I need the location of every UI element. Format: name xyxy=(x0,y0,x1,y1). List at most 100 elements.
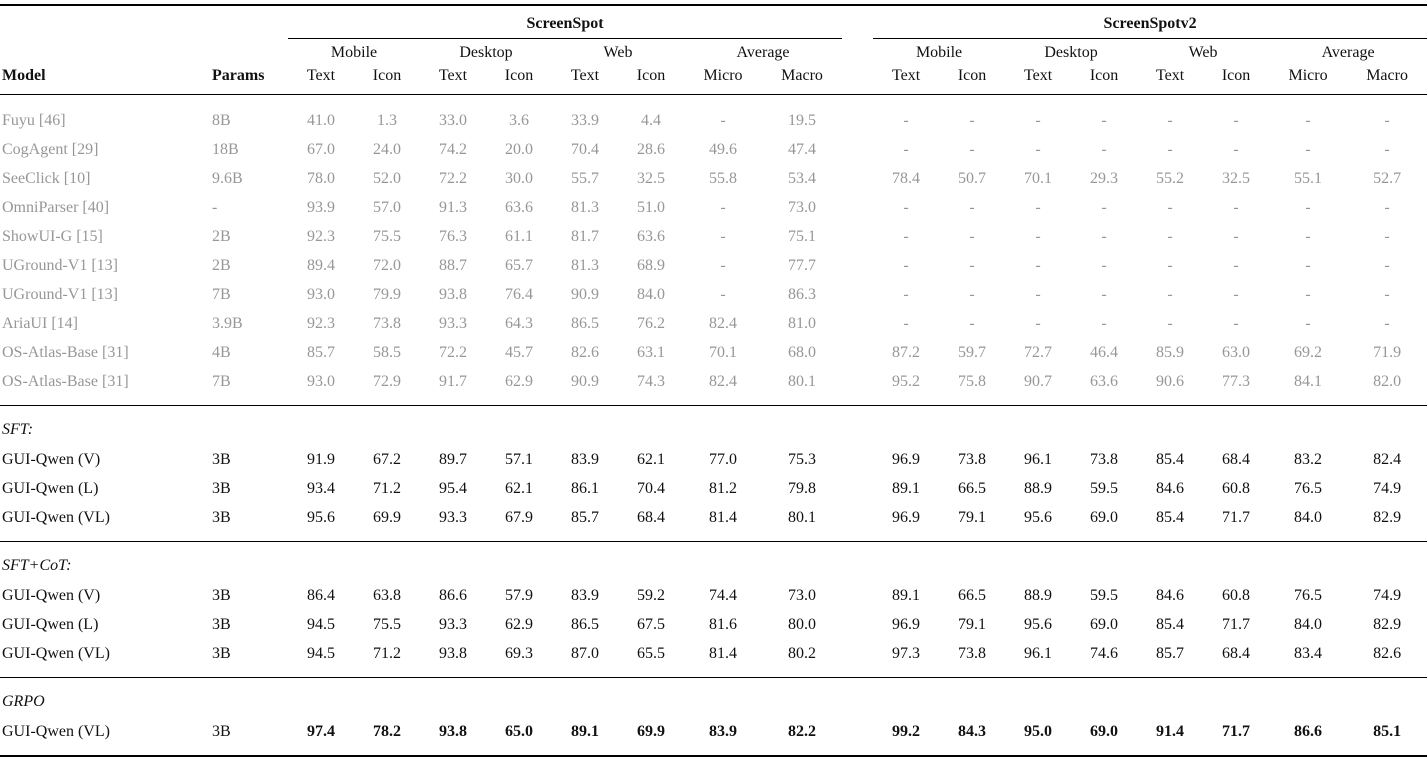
table-row: UGround-V1 [13] 7B 93.0 79.9 93.8 76.4 90.9 84.… xyxy=(0,280,1427,309)
metric-value: 76.5 xyxy=(1294,479,1323,497)
metric-value: 89.7 xyxy=(439,450,467,468)
metric-value: 81.6 xyxy=(709,615,737,633)
metric-value: 85.9 xyxy=(1156,343,1185,361)
metric-value: 77.0 xyxy=(709,450,737,468)
metric-value: - xyxy=(969,227,975,245)
metric-value: 93.8 xyxy=(439,722,467,740)
model-name: GUI-Qwen (V) xyxy=(2,450,101,468)
column-header: Text xyxy=(552,64,618,95)
table-row: OmniParser [40] - 93.9 57.0 91.3 63.6 81.3 51.0… xyxy=(0,193,1427,222)
metric-value: - xyxy=(903,256,909,274)
metric-value: - xyxy=(1101,140,1107,158)
metric-value: 24.0 xyxy=(373,140,401,158)
metric-value: 84.1 xyxy=(1294,372,1323,390)
metric-value: 62.1 xyxy=(505,479,533,497)
metric-value: 65.5 xyxy=(637,644,665,662)
metric-value: 78.0 xyxy=(307,169,335,187)
metric-value: 55.7 xyxy=(571,169,599,187)
metric-value: 84.3 xyxy=(958,722,987,740)
metric-value: 89.1 xyxy=(892,479,921,497)
metric-value: - xyxy=(903,111,909,129)
metric-value: 95.2 xyxy=(892,372,921,390)
metric-value: - xyxy=(969,314,975,332)
metric-value: 62.9 xyxy=(505,615,533,633)
table-row: CogAgent [29] 18B 67.0 24.0 74.2 20.0 70.4 28.6… xyxy=(0,135,1427,164)
metric-value: 60.8 xyxy=(1222,586,1251,604)
metric-value: 20.0 xyxy=(505,140,533,158)
table-row: Fuyu [46] 8B 41.0 1.3 33.0 3.6 33.9 4.4 - 19.5 - - -… xyxy=(0,95,1427,136)
metric-value: 81.3 xyxy=(571,198,599,216)
table-row: GUI-Qwen (VL) 3B 94.5 71.2 93.8 69.3 87.0 65.5 8… xyxy=(0,639,1427,668)
metric-value: - xyxy=(1305,227,1311,245)
params-value: 2B xyxy=(212,227,231,245)
section-divider-line xyxy=(0,532,1427,551)
metric-value: 71.9 xyxy=(1373,343,1402,361)
metric-value: 73.8 xyxy=(958,644,987,662)
metric-value: 68.0 xyxy=(788,343,817,361)
group-gap xyxy=(842,280,873,309)
model-name: GUI-Qwen (L) xyxy=(2,479,99,497)
group-gap xyxy=(842,474,873,503)
metric-value: 72.0 xyxy=(373,256,401,274)
platform-header: Average xyxy=(736,44,790,61)
group-gap xyxy=(842,445,873,474)
metric-value: 84.0 xyxy=(637,285,665,303)
metric-value: - xyxy=(1233,314,1239,332)
metric-value: 63.1 xyxy=(637,343,665,361)
metric-value: 60.8 xyxy=(1222,479,1251,497)
metric-value: 79.8 xyxy=(788,479,817,497)
metric-value: - xyxy=(1305,285,1311,303)
params-value: 3B xyxy=(212,508,231,526)
metric-value: - xyxy=(1035,285,1041,303)
model-name: GUI-Qwen (V) xyxy=(2,586,101,604)
metric-value: 78.2 xyxy=(373,722,401,740)
params-value: 3B xyxy=(212,615,231,633)
params-value: 3B xyxy=(212,722,231,740)
table-row: GUI-Qwen (VL) 3B 95.6 69.9 93.3 67.9 85.7 68.4 8… xyxy=(0,503,1427,532)
metric-header-row: Model Params Text Icon Text Icon Text Ic… xyxy=(0,64,1427,95)
metric-value: 77.3 xyxy=(1222,372,1251,390)
metric-value: 84.0 xyxy=(1294,615,1323,633)
metric-value: - xyxy=(903,227,909,245)
metric-value: - xyxy=(903,140,909,158)
section-divider xyxy=(0,532,1427,551)
metric-value: 82.2 xyxy=(788,722,817,740)
metric-value: 69.0 xyxy=(1090,615,1119,633)
metric-value: 69.9 xyxy=(373,508,401,526)
metric-value: 76.3 xyxy=(439,227,467,245)
platform-header: Mobile xyxy=(915,44,963,61)
benchmark-title-screenspotv2: ScreenSpotv2 xyxy=(873,5,1427,39)
metric-value: 88.9 xyxy=(1024,586,1053,604)
model-name: UGround-V1 [13] xyxy=(2,256,118,274)
platform-header: Web xyxy=(603,44,633,61)
metric-value: 69.9 xyxy=(637,722,665,740)
metric-value: 53.4 xyxy=(788,169,817,187)
metric-value: 81.0 xyxy=(788,314,817,332)
group-gap xyxy=(842,164,873,193)
metric-value: - xyxy=(1233,111,1239,129)
group-gap xyxy=(842,5,873,39)
benchmark-title-screenspot: ScreenSpot xyxy=(288,5,843,39)
group-gap xyxy=(842,193,873,222)
metric-value: - xyxy=(969,111,975,129)
metric-value: 80.1 xyxy=(788,508,817,526)
group-gap xyxy=(842,717,873,756)
metric-value: - xyxy=(1305,140,1311,158)
group-gap xyxy=(842,367,873,396)
params-value: 7B xyxy=(212,285,231,303)
metric-value: 33.0 xyxy=(439,111,467,129)
group-gap xyxy=(842,135,873,164)
metric-value: 63.6 xyxy=(1090,372,1119,390)
metric-value: - xyxy=(1384,198,1390,216)
metric-value: 73.8 xyxy=(373,314,401,332)
metric-value: 96.9 xyxy=(892,450,921,468)
section-divider xyxy=(0,396,1427,415)
metric-value: 75.3 xyxy=(788,450,817,468)
metric-value: 86.4 xyxy=(307,586,335,604)
metric-value: - xyxy=(1233,140,1239,158)
metric-value: 74.9 xyxy=(1373,479,1402,497)
params-value: 3B xyxy=(212,479,231,497)
model-column-header: Model xyxy=(0,64,210,95)
metric-value: 82.6 xyxy=(1373,644,1402,662)
metric-value: 57.1 xyxy=(505,450,533,468)
